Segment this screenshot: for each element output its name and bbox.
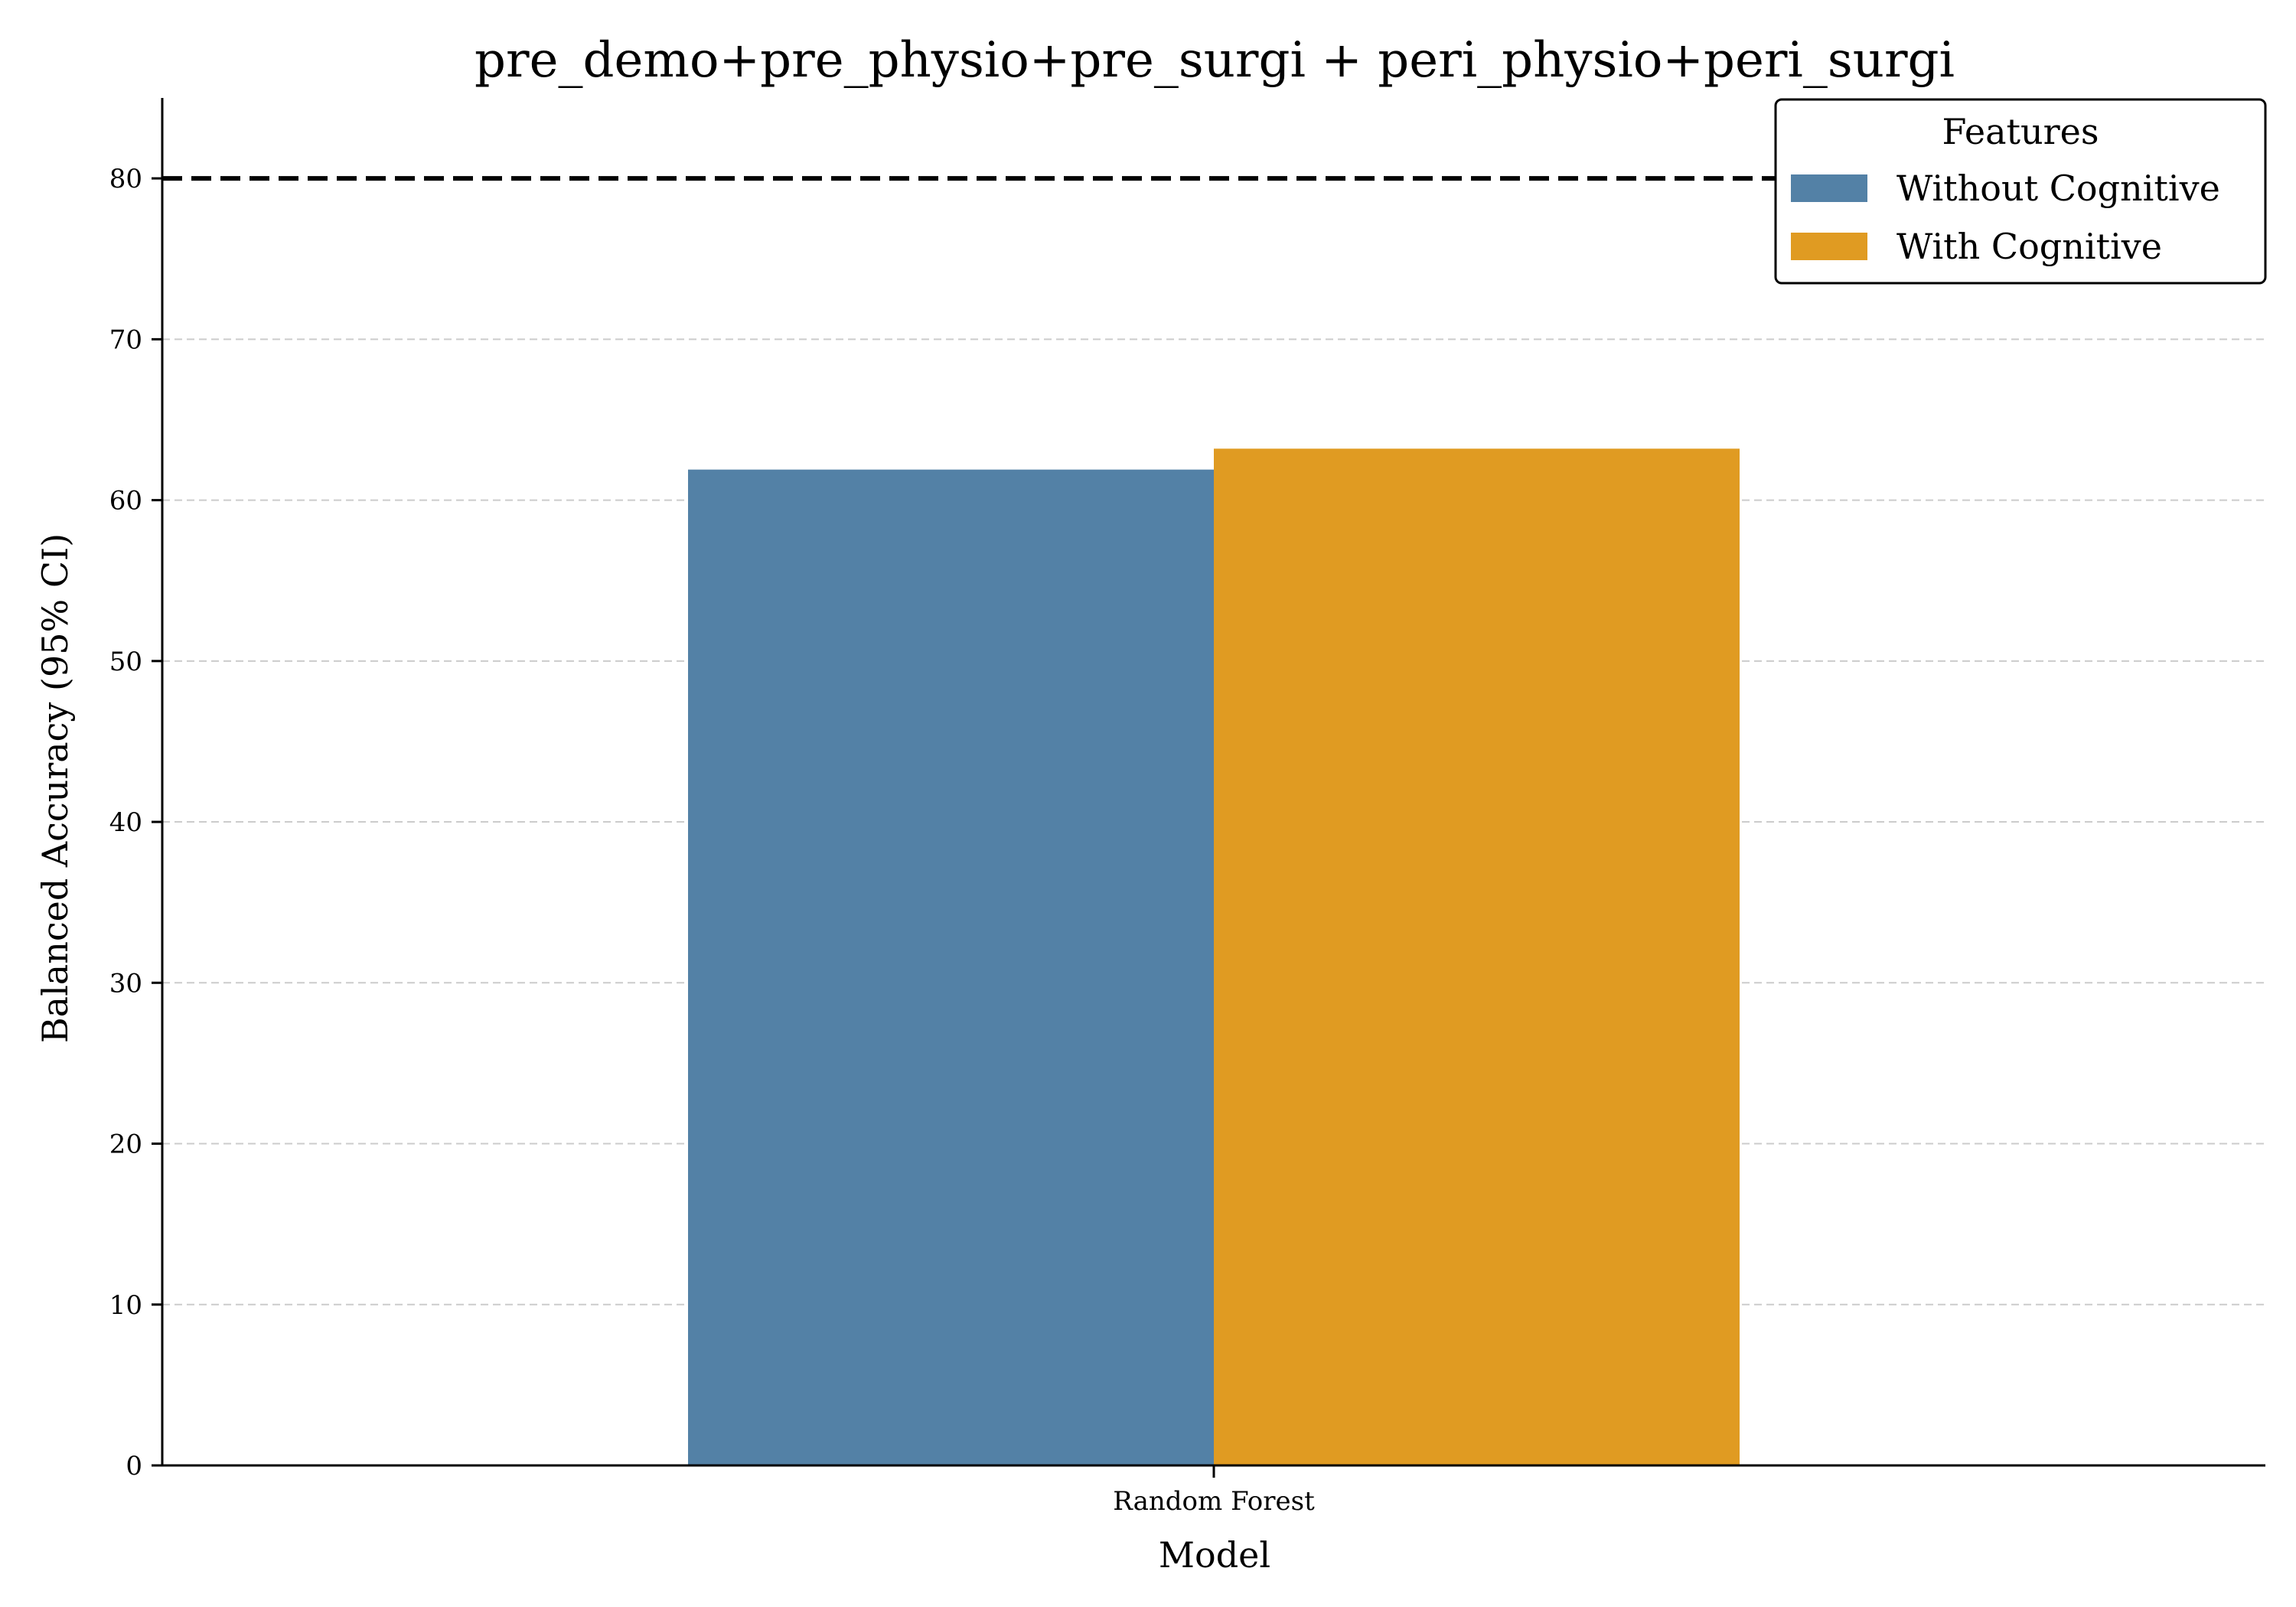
y-ticks: 0 10 20 30 40 50 60 70 80 <box>109 164 162 1482</box>
legend-label-with-cognitive: With Cognitive <box>1896 226 2162 267</box>
y-tick-label-70: 70 <box>109 324 142 355</box>
x-axis-label: Model <box>1159 1534 1270 1576</box>
bar-with-cognitive <box>1214 448 1740 1465</box>
bar-without-cognitive <box>688 469 1214 1465</box>
y-tick-label-30: 30 <box>109 968 142 999</box>
x-ticks: Random Forest <box>1113 1465 1315 1517</box>
y-tick-label-80: 80 <box>109 164 142 194</box>
legend-title: Features <box>1942 111 2099 152</box>
legend-label-without-cognitive: Without Cognitive <box>1896 168 2220 209</box>
y-tick-label-50: 50 <box>109 647 142 677</box>
y-axis-label: Balanced Accuracy (95% CI) <box>34 533 76 1043</box>
y-tick-label-0: 0 <box>126 1451 142 1482</box>
x-tick-label: Random Forest <box>1113 1486 1315 1517</box>
y-tick-label-60: 60 <box>109 486 142 517</box>
chart-title: pre_demo+pre_physio+pre_surgi + peri_phy… <box>475 32 1955 89</box>
legend-swatch-with-cognitive <box>1791 233 1867 260</box>
legend-swatch-without-cognitive <box>1791 174 1867 202</box>
y-tick-label-20: 20 <box>109 1129 142 1160</box>
legend: Features Without Cognitive With Cognitiv… <box>1774 98 2267 285</box>
y-tick-label-40: 40 <box>109 807 142 838</box>
legend-box <box>1774 98 2267 285</box>
bars <box>688 448 1740 1465</box>
y-tick-label-10: 10 <box>109 1290 142 1321</box>
gridlines <box>162 338 2265 1305</box>
